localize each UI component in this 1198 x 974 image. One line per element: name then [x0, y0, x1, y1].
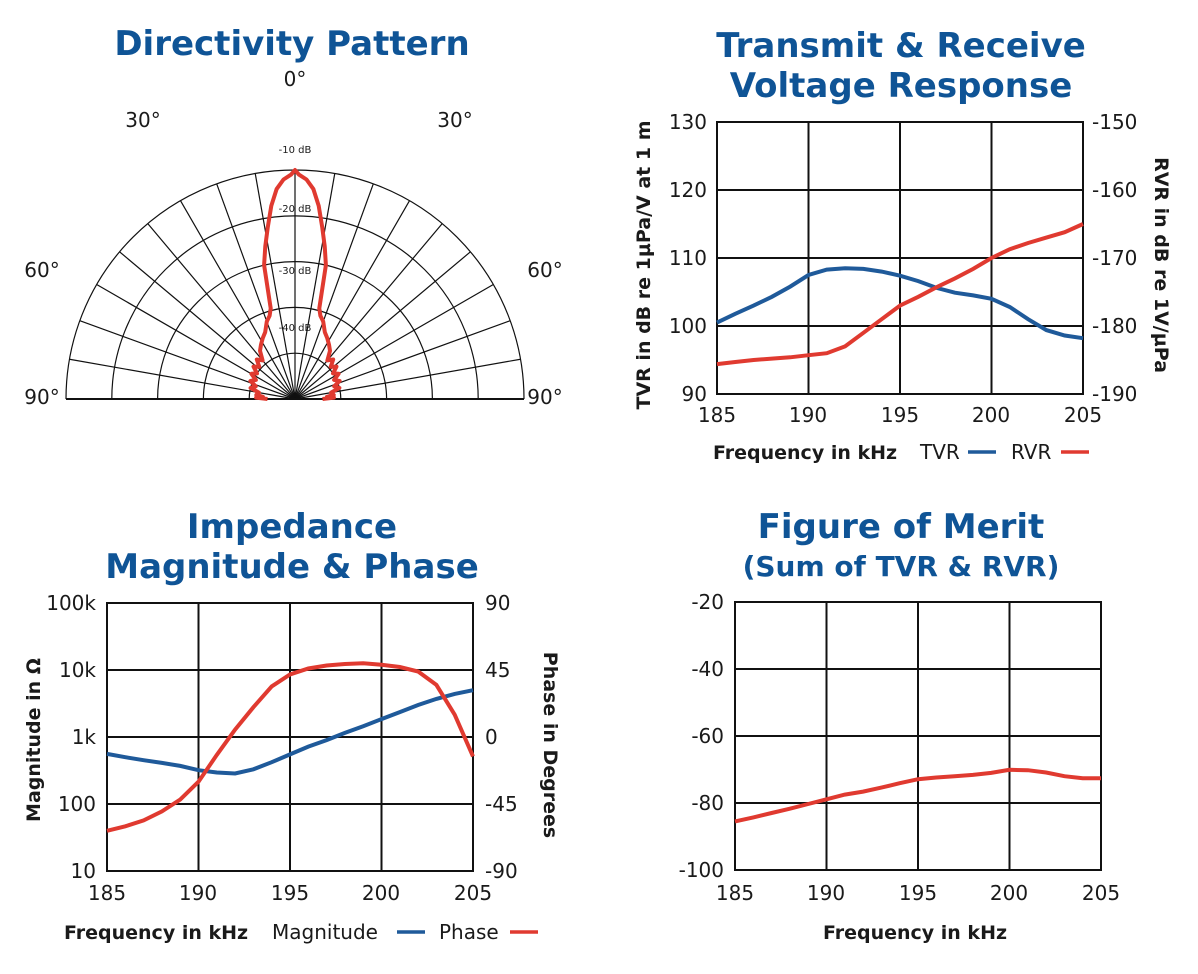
imp-x-tick-205: 205 — [454, 881, 492, 905]
polar-spoke — [216, 183, 296, 400]
tvr-y-tick-120: 120 — [669, 178, 707, 202]
ring-label-10db: -10 dB — [279, 145, 312, 156]
rvr-series-line — [716, 222, 1084, 367]
tvr-y-axis-label: TVR in dB re 1µPa/V at 1 m — [633, 121, 655, 410]
mag-y-tick-100k: 100k — [46, 591, 96, 615]
ring-label-40db: -40 dB — [279, 323, 312, 334]
phase-series-line — [106, 661, 475, 833]
imp-x-axis-label: Frequency in kHz — [64, 922, 248, 944]
impedance-title-line2: Magnitude & Phase — [105, 547, 479, 587]
phase-y-axis-label: Phase in Degrees — [539, 652, 561, 838]
tvr-rvr-chart: Transmit & Receive Voltage Response 130 … — [633, 26, 1172, 464]
mag-y-tick-100: 100 — [58, 792, 96, 816]
magnitude-series-line — [106, 688, 474, 776]
angle-label-30-right: 30° — [437, 108, 472, 132]
imp-x-tick-195: 195 — [271, 881, 309, 905]
polar-spoke — [79, 320, 296, 400]
fom-y-tick-80: -80 — [691, 791, 724, 815]
rvr-y-axis-label: RVR in dB re 1V/µPa — [1150, 157, 1172, 373]
angle-label-30-left: 30° — [125, 108, 160, 132]
rvr-y-tick-160: -160 — [1092, 178, 1137, 202]
polar-spoke — [294, 183, 374, 400]
mag-y-tick-10k: 10k — [59, 658, 96, 682]
fom-x-axis-label: Frequency in kHz — [823, 922, 1007, 944]
angle-label-90-left: 90° — [24, 385, 59, 409]
fom-x-tick-185: 185 — [716, 881, 754, 905]
fom-x-tick-195: 195 — [899, 881, 937, 905]
rvr-y-tick-180: -180 — [1092, 314, 1137, 338]
fom-title: Figure of Merit — [758, 507, 1045, 547]
fom-x-tick-200: 200 — [990, 881, 1028, 905]
fom-x-tick-190: 190 — [807, 881, 845, 905]
fom-y-tick-20: -20 — [691, 590, 724, 614]
directivity-chart: Directivity Pattern 0° 30° 30° 60° 60° 9… — [24, 24, 562, 409]
fom-series-line — [734, 767, 1101, 824]
polar-spoke — [294, 223, 443, 400]
beam-pattern-line — [248, 168, 342, 401]
tvr-x-tick-185: 185 — [698, 403, 736, 427]
legend-tvr-label: TVR — [919, 440, 960, 464]
fom-y-tick-100: -100 — [679, 858, 724, 882]
tvr-x-tick-195: 195 — [881, 403, 919, 427]
legend-phase-label: Phase — [439, 920, 499, 944]
mag-y-tick-10: 10 — [71, 859, 96, 883]
tvr-x-tick-190: 190 — [789, 403, 827, 427]
tvr-y-tick-130: 130 — [669, 110, 707, 134]
polar-spoke — [96, 283, 296, 400]
tvr-y-tick-110: 110 — [669, 246, 707, 270]
legend-rvr-label: RVR — [1011, 440, 1051, 464]
polar-spoke — [119, 251, 296, 400]
polar-spoke — [294, 283, 494, 400]
ring-label-20db: -20 dB — [279, 204, 312, 215]
tvr-gridlines — [717, 122, 1083, 394]
impedance-title-line1: Impedance — [187, 507, 397, 547]
phase-y-tick-minus45: -45 — [485, 792, 518, 816]
tvr-title-line2: Voltage Response — [730, 66, 1073, 106]
tvr-y-tick-90: 90 — [682, 382, 707, 406]
polar-spoke — [294, 200, 411, 400]
fom-y-tick-60: -60 — [691, 724, 724, 748]
fom-y-tick-40: -40 — [691, 657, 724, 681]
polar-spoke — [254, 173, 296, 400]
polar-spoke — [294, 251, 471, 400]
angle-label-90-right: 90° — [527, 385, 562, 409]
directivity-title: Directivity Pattern — [114, 24, 469, 64]
polar-spoke — [294, 320, 511, 400]
phase-y-tick-minus90: -90 — [485, 859, 518, 883]
mag-y-axis-label: Magnitude in Ω — [23, 658, 45, 822]
tvr-y-tick-100: 100 — [669, 314, 707, 338]
tvr-x-tick-200: 200 — [972, 403, 1010, 427]
polar-spoke — [179, 200, 296, 400]
impedance-gridlines — [107, 603, 473, 871]
imp-x-tick-200: 200 — [362, 881, 400, 905]
polar-spoke — [294, 173, 336, 400]
tvr-series-line — [716, 266, 1084, 341]
rvr-y-tick-190: -190 — [1092, 382, 1137, 406]
tvr-x-axis-label: Frequency in kHz — [713, 442, 897, 464]
imp-x-tick-185: 185 — [88, 881, 126, 905]
ring-label-30db: -30 dB — [279, 266, 312, 277]
rvr-y-tick-170: -170 — [1092, 246, 1137, 270]
imp-x-tick-190: 190 — [179, 881, 217, 905]
polar-spoke — [147, 223, 296, 400]
fom-x-tick-205: 205 — [1082, 881, 1120, 905]
angle-label-60-left: 60° — [24, 258, 59, 282]
rvr-y-tick-150: -150 — [1092, 110, 1137, 134]
phase-y-tick-45: 45 — [485, 658, 510, 682]
phase-y-tick-0: 0 — [485, 725, 498, 749]
mag-y-tick-1k: 1k — [72, 725, 97, 749]
phase-y-tick-90: 90 — [485, 591, 510, 615]
tvr-x-tick-205: 205 — [1064, 403, 1102, 427]
fom-gridlines — [735, 602, 1101, 870]
angle-label-60-right: 60° — [527, 258, 562, 282]
impedance-chart: Impedance Magnitude & Phase 100k 10k 1k … — [23, 507, 561, 944]
angle-label-0: 0° — [284, 67, 307, 91]
fom-subtitle: (Sum of TVR & RVR) — [743, 550, 1060, 583]
tvr-title-line1: Transmit & Receive — [716, 26, 1086, 66]
legend-magnitude-label: Magnitude — [272, 920, 378, 944]
fom-chart: Figure of Merit (Sum of TVR & RVR) -20 -… — [679, 507, 1120, 944]
